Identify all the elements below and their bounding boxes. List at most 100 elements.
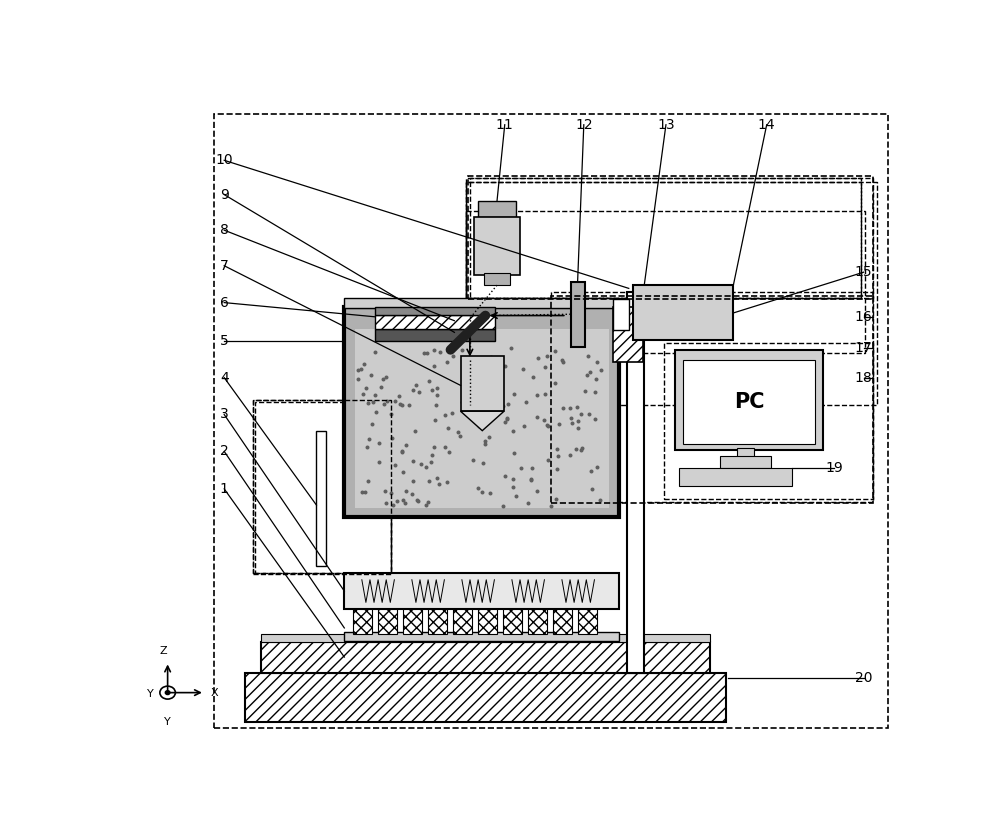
Point [431, 478, 447, 491]
Point [589, 356, 605, 370]
Point [471, 419, 487, 433]
Bar [478, 201, 516, 218]
Point [577, 384, 593, 397]
Bar [633, 285, 733, 340]
Point [397, 496, 413, 510]
Point [477, 434, 493, 448]
Bar [453, 608, 472, 634]
Point [587, 386, 603, 399]
Point [581, 407, 597, 421]
Text: 17: 17 [855, 341, 872, 354]
Point [461, 402, 477, 416]
Point [554, 353, 570, 366]
Point [499, 412, 515, 425]
Text: 10: 10 [215, 154, 233, 167]
Text: PC: PC [734, 391, 764, 412]
Text: 5: 5 [220, 334, 229, 349]
Point [395, 465, 411, 479]
Bar [355, 329, 609, 508]
Point [573, 407, 589, 421]
Point [450, 425, 466, 438]
Point [429, 388, 445, 402]
Bar [478, 608, 497, 634]
Point [409, 494, 425, 507]
Point [529, 485, 545, 498]
Point [583, 465, 599, 478]
Point [444, 406, 460, 419]
Bar [553, 608, 572, 634]
Text: 12: 12 [575, 118, 593, 132]
Point [584, 482, 600, 496]
Point [540, 419, 556, 433]
Point [360, 396, 376, 410]
Point [548, 492, 564, 506]
Point [539, 418, 555, 432]
Point [456, 357, 472, 370]
Point [592, 493, 608, 507]
Point [437, 441, 453, 454]
Bar [344, 298, 619, 307]
Point [452, 429, 468, 443]
Point [423, 455, 439, 469]
Point [405, 383, 421, 396]
Point [394, 399, 410, 412]
Point [387, 459, 403, 472]
Bar [578, 608, 597, 634]
Point [367, 388, 383, 402]
Point [432, 345, 448, 359]
Point [395, 493, 411, 507]
Point [497, 469, 513, 482]
Point [454, 396, 470, 409]
Bar [675, 349, 822, 450]
Bar [627, 291, 644, 673]
Point [350, 363, 366, 376]
Point [367, 345, 383, 359]
Bar [551, 297, 873, 503]
Point [495, 400, 511, 413]
Point [428, 398, 444, 412]
Point [476, 393, 492, 407]
Bar [484, 274, 510, 285]
Bar [737, 448, 754, 458]
Point [375, 372, 391, 386]
Point [398, 484, 414, 497]
Point [530, 351, 546, 365]
Text: 20: 20 [855, 671, 872, 685]
Point [394, 446, 410, 459]
Point [570, 415, 586, 428]
Point [410, 495, 426, 508]
Point [523, 473, 539, 486]
Point [472, 394, 488, 407]
Point [513, 461, 529, 475]
Text: 3: 3 [220, 407, 229, 422]
Point [405, 454, 421, 468]
Text: X: X [210, 688, 218, 698]
Bar [255, 402, 391, 573]
Point [378, 370, 394, 383]
Text: Z: Z [160, 647, 168, 656]
Point [359, 440, 375, 454]
Polygon shape [461, 412, 504, 431]
Bar [683, 360, 815, 444]
Point [478, 356, 494, 370]
Point [579, 368, 595, 381]
Point [564, 416, 580, 429]
Bar [245, 673, 726, 722]
Point [437, 408, 453, 422]
Point [458, 364, 474, 377]
Text: 16: 16 [855, 311, 872, 324]
Point [421, 375, 437, 388]
Bar [664, 344, 873, 499]
Point [487, 353, 503, 366]
Point [356, 357, 372, 370]
Point [506, 387, 522, 401]
Point [364, 417, 380, 430]
Point [419, 346, 435, 360]
Point [392, 396, 408, 410]
Point [503, 341, 519, 354]
Bar [461, 356, 504, 412]
Point [540, 453, 556, 466]
Point [405, 474, 421, 487]
Bar [468, 176, 873, 299]
Text: 1: 1 [220, 482, 229, 496]
